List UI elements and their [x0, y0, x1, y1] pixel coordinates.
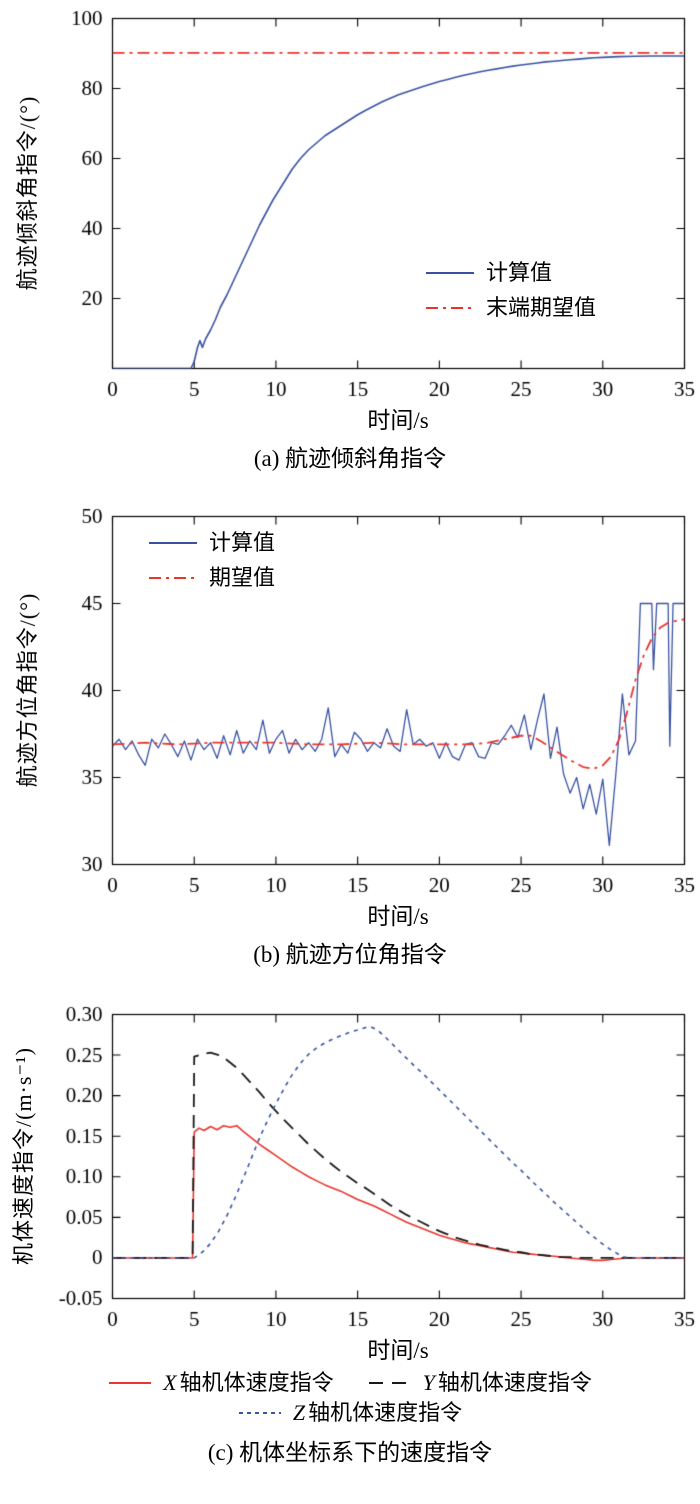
solid-line-swatch-icon: [149, 542, 197, 544]
legend-label: 计算值: [486, 260, 553, 285]
chart-c-legend: X 轴机体速度指令 Y 轴机体速度指令 Z 轴机体速度指令: [0, 1370, 700, 1434]
chart-c-y-axis-label: 机体速度指令/(m·s⁻¹): [11, 1047, 36, 1265]
legend-var: Y: [422, 1370, 435, 1395]
legend-item-terminal-desired: 末端期望值: [425, 295, 596, 321]
chart-c-x-axis-label: 时间/s: [367, 1338, 429, 1363]
chart-c-canvas: [0, 1002, 700, 1336]
figure-a-flight-path-inclination: 航迹倾斜角指令/(°) 计算值 末端期望值 时间/s (a) 航迹倾斜角指令: [0, 8, 700, 480]
legend-text: 轴机体速度指令: [308, 1400, 463, 1425]
figure-b-flight-path-azimuth: 航迹方位角指令/(°) 计算值 期望值 时间/s (b) 航迹方位角指令: [0, 506, 700, 976]
chart-a-x-axis-label: 时间/s: [367, 408, 429, 433]
solid-line-swatch-icon: [426, 272, 474, 274]
legend-item-computed: 计算值: [425, 260, 596, 286]
legend-label: 期望值: [209, 565, 276, 590]
legend-label: Z 轴机体速度指令: [293, 1400, 462, 1426]
dashdot-line-swatch-icon: [426, 307, 474, 309]
legend-var: Z: [292, 1400, 306, 1425]
dashdot-line-swatch-icon: [149, 577, 197, 579]
chart-b-y-axis-label: 航迹方位角指令/(°): [15, 592, 40, 788]
chart-b-canvas: [0, 506, 700, 902]
figure-c-body-velocity-commands: 机体速度指令/(m·s⁻¹) 时间/s X 轴机体速度指令 Y 轴机体速度指令: [0, 1002, 700, 1474]
chart-b-x-axis-label: 时间/s: [367, 904, 429, 929]
chart-c-caption: (c) 机体坐标系下的速度指令: [207, 1440, 493, 1465]
legend-item-x-axis-velocity: X 轴机体速度指令: [108, 1370, 334, 1396]
longdash-line-swatch-icon: [368, 1382, 411, 1384]
legend-label: X 轴机体速度指令: [163, 1370, 333, 1396]
legend-item-computed: 计算值: [148, 530, 275, 556]
legend-item-z-axis-velocity: Z 轴机体速度指令: [238, 1400, 462, 1426]
legend-item-y-axis-velocity: Y 轴机体速度指令: [368, 1370, 592, 1396]
legend-label: 末端期望值: [486, 295, 597, 320]
chart-a-y-axis-label: 航迹倾斜角指令/(°): [15, 95, 40, 291]
legend-item-desired: 期望值: [148, 565, 275, 591]
chart-a-canvas: [0, 8, 700, 406]
chart-b-legend: 计算值 期望值: [148, 530, 275, 591]
legend-text: 轴机体速度指令: [179, 1370, 334, 1395]
chart-a-caption: (a) 航迹倾斜角指令: [253, 446, 447, 471]
solid-line-swatch-icon: [109, 1382, 152, 1384]
legend-label: Y 轴机体速度指令: [423, 1370, 592, 1396]
chart-a-legend: 计算值 末端期望值: [425, 260, 596, 321]
legend-text: 轴机体速度指令: [437, 1370, 592, 1395]
chart-b-caption: (b) 航迹方位角指令: [253, 942, 447, 967]
legend-row: X 轴机体速度指令 Y 轴机体速度指令: [108, 1370, 592, 1396]
legend-row: Z 轴机体速度指令: [238, 1400, 462, 1426]
shortdash-line-swatch-icon: [238, 1412, 281, 1414]
legend-var: X: [163, 1370, 177, 1395]
legend-label: 计算值: [209, 530, 276, 555]
